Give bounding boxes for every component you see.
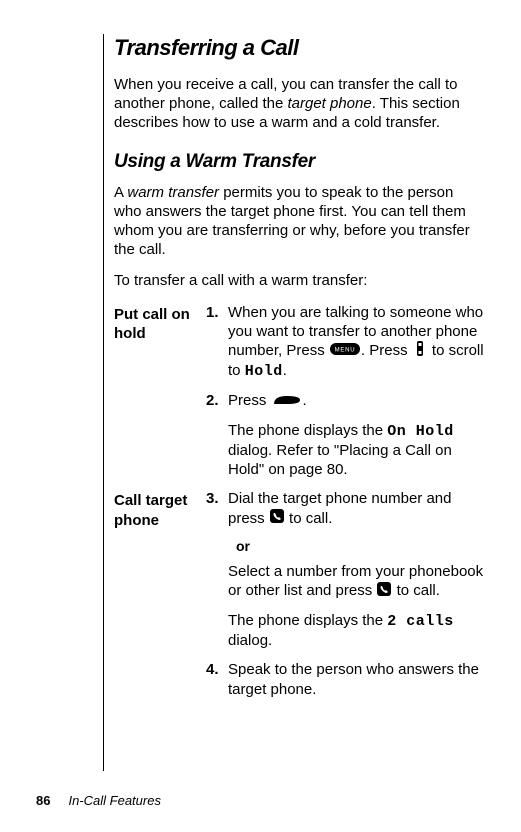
step-3-sub-2: Select a number from your phonebook or o… [228, 562, 485, 601]
s3-b: to call. [285, 510, 333, 527]
s1-d: . [283, 362, 287, 379]
or-separator: or [236, 538, 485, 554]
page-footer: 86 In-Call Features [36, 793, 161, 808]
step-2: Press . [206, 391, 485, 411]
s1-b: . Press [361, 342, 412, 359]
step-group-content: When you are talking to someone who you … [206, 303, 485, 490]
svg-text:MENU: MENU [334, 348, 355, 354]
s3-a: Dial the target phone number and press [228, 490, 451, 526]
scroll-key-icon [413, 341, 427, 361]
page: Transferring a Call When you receive a c… [0, 0, 521, 832]
call-key-icon [377, 582, 391, 601]
table-row: Put call on hold When you are talking to… [114, 303, 485, 490]
step-4: Speak to the person who answers the targ… [206, 660, 485, 698]
steps-list-3: Speak to the person who answers the targ… [206, 660, 485, 698]
s3s3-a: The phone displays the [228, 612, 387, 629]
step-group-content: Dial the target phone number and press t… [206, 489, 485, 708]
call-key-icon [270, 509, 284, 528]
s2s-mono: On Hold [387, 423, 454, 440]
step-group-label: Put call on hold [114, 303, 206, 490]
steps-list-1: When you are talking to someone who you … [206, 303, 485, 411]
steps-list-2: Dial the target phone number and press t… [206, 489, 485, 528]
step-group-label: Call target phone [114, 489, 206, 708]
step-3: Dial the target phone number and press t… [206, 489, 485, 528]
page-number: 86 [36, 793, 50, 808]
warm-a: A [114, 184, 127, 201]
s2s-b: dialog. Refer to "Placing a Call on Hold… [228, 442, 452, 478]
intro-italic: target phone [287, 95, 371, 112]
menu-key-icon: MENU [330, 341, 360, 360]
s1-mono: Hold [245, 363, 283, 380]
s3s2-b: to call. [392, 582, 440, 599]
subsection-title: Using a Warm Transfer [114, 151, 485, 173]
warm-paragraph-2: To transfer a call with a warm transfer: [114, 271, 485, 290]
step-1: When you are talking to someone who you … [206, 303, 485, 382]
s3s3-mono: 2 calls [387, 613, 454, 630]
intro-paragraph: When you receive a call, you can transfe… [114, 75, 485, 133]
steps-table: Put call on hold When you are talking to… [114, 303, 485, 709]
s3s2-a: Select a number from your phonebook or o… [228, 563, 483, 599]
content-area: Transferring a Call When you receive a c… [114, 35, 485, 709]
select-key-icon [272, 392, 302, 411]
warm-it: warm transfer [127, 184, 219, 201]
vertical-rule [103, 34, 104, 771]
warm-paragraph: A warm transfer permits you to speak to … [114, 183, 485, 260]
step-2-sub: The phone displays the On Hold dialog. R… [228, 421, 485, 480]
step-3-sub-3: The phone displays the 2 calls dialog. [228, 611, 485, 650]
s2s-a: The phone displays the [228, 422, 387, 439]
table-row: Call target phone Dial the target phone … [114, 489, 485, 708]
s2-a: Press [228, 392, 271, 409]
section-title: Transferring a Call [114, 35, 485, 61]
footer-text: In-Call Features [68, 793, 160, 808]
s2-b: . [303, 392, 307, 409]
s3s3-b: dialog. [228, 632, 272, 649]
